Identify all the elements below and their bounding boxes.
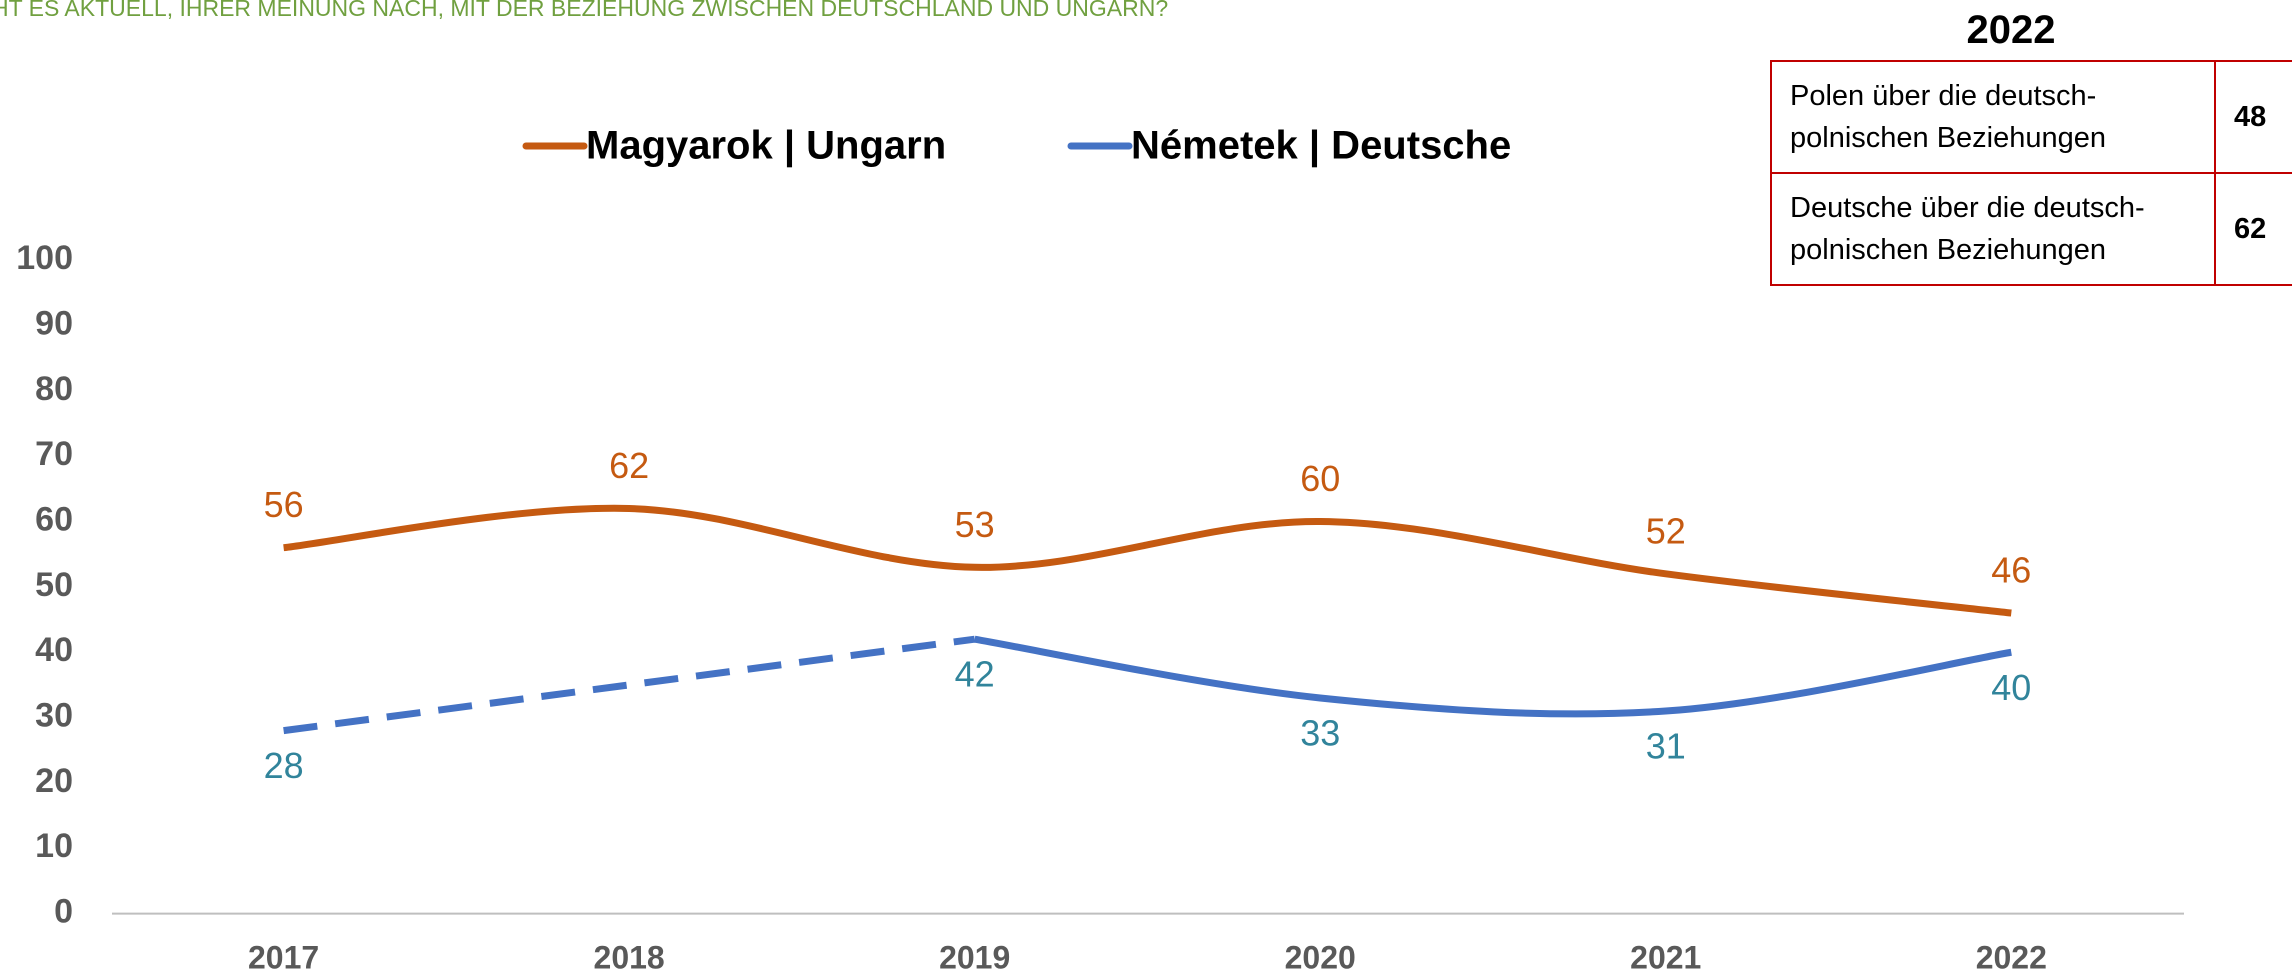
- row-value: 62: [2214, 172, 2292, 286]
- y-tick-label: 40: [35, 631, 73, 669]
- y-tick-label: 10: [35, 827, 73, 865]
- x-tick-label: 2017: [248, 939, 319, 975]
- row-label: Polen über die deutsch-polnischen Bezieh…: [1770, 60, 2216, 174]
- data-label: 28: [264, 745, 304, 786]
- x-tick-label: 2021: [1630, 939, 1701, 975]
- y-tick-label: 80: [35, 370, 73, 408]
- data-label: 40: [1991, 667, 2031, 708]
- x-tick-label: 2022: [1976, 939, 2047, 975]
- y-tick-label: 100: [16, 239, 73, 277]
- y-tick-label: 70: [35, 435, 73, 473]
- table-title: 2022: [1966, 8, 2056, 52]
- data-label: 42: [955, 654, 995, 695]
- data-label: 52: [1646, 510, 1686, 551]
- x-tick-label: 2018: [594, 939, 665, 975]
- table-row: Polen über die deutsch-polnischen Bezieh…: [1770, 60, 2292, 174]
- table: Polen über die deutsch-polnischen Bezieh…: [1770, 60, 2292, 286]
- row-value: 48: [2214, 60, 2292, 174]
- y-tick-label: 90: [35, 305, 73, 343]
- data-label: 56: [264, 484, 304, 525]
- series-line: [283, 504, 2012, 617]
- data-label: 33: [1300, 712, 1340, 753]
- series-line: [974, 635, 2012, 718]
- data-label: 62: [609, 445, 649, 486]
- legend-label: Németek | Deutsche: [1131, 124, 1511, 168]
- y-tick-label: 50: [35, 566, 73, 604]
- y-tick-label: 0: [54, 893, 73, 931]
- x-tick-label: 2019: [939, 939, 1010, 975]
- data-label: 60: [1300, 458, 1340, 499]
- y-tick-label: 60: [35, 501, 73, 539]
- x-tick-label: 2020: [1285, 939, 1356, 975]
- gap-bridge: [283, 635, 976, 735]
- summary-table: 2022 Polen über die deutsch-polnischen B…: [1770, 0, 2292, 286]
- row-label: Deutsche über die deutsch-polnischen Bez…: [1770, 172, 2216, 286]
- data-label: 46: [1991, 550, 2031, 591]
- data-label: 31: [1646, 726, 1686, 767]
- chart-title: HT ES AKTUELL, IHRER MEINUNG NACH, MIT D…: [0, 0, 1168, 21]
- y-tick-label: 30: [35, 697, 73, 735]
- y-tick-label: 20: [35, 762, 73, 800]
- data-label: 53: [955, 504, 995, 545]
- legend-label: Magyarok | Ungarn: [586, 124, 946, 168]
- table-row: Deutsche über die deutsch-polnischen Bez…: [1770, 172, 2292, 286]
